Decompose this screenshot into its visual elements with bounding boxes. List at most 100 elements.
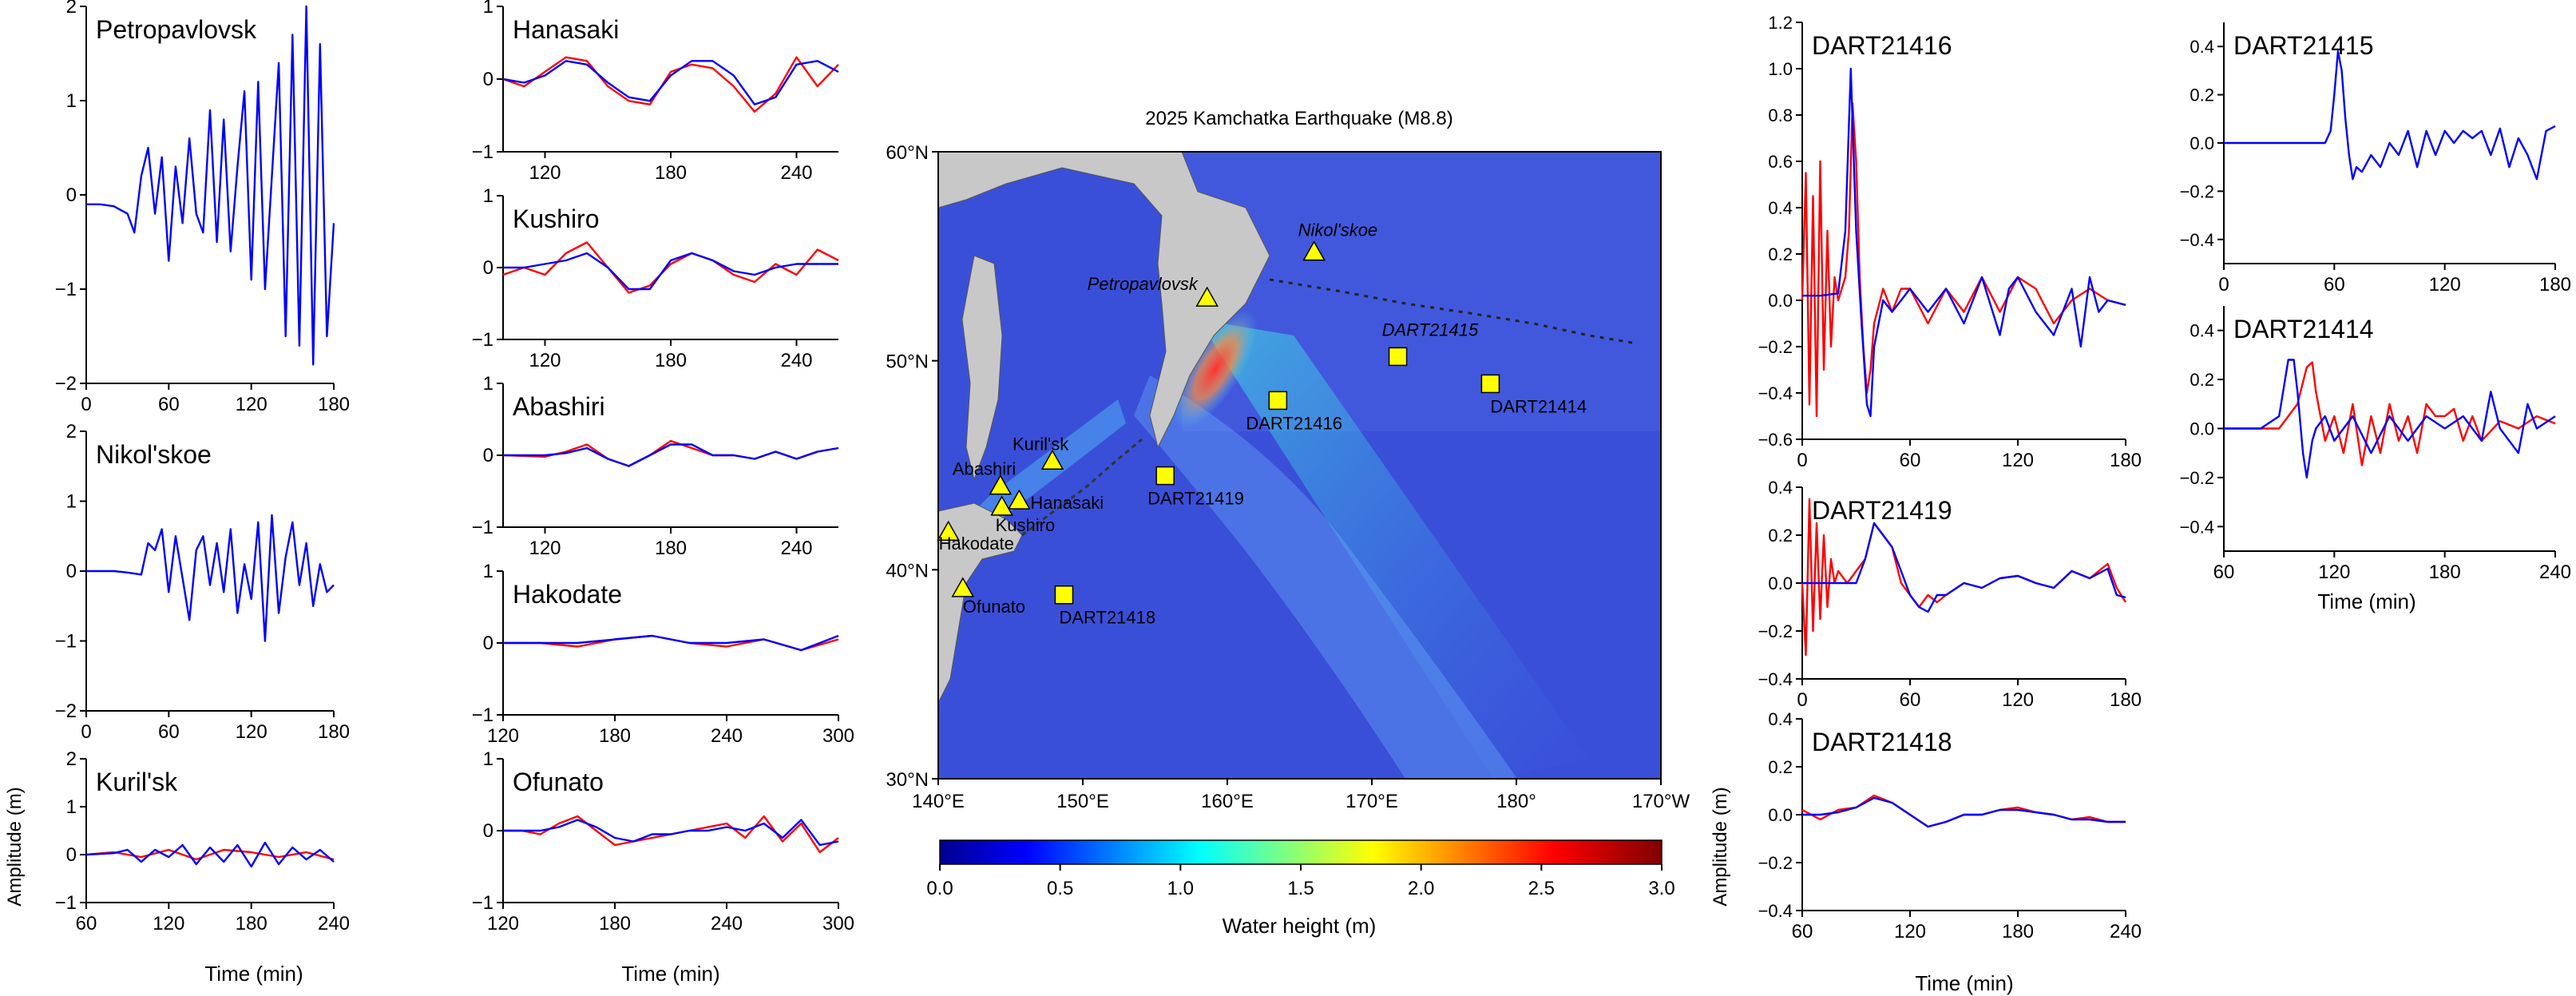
y-tick-label: −0.2 (1758, 337, 1793, 357)
x-tick-label: 120 (153, 913, 184, 934)
observed-series-line (1801, 794, 2126, 828)
colorbar-tick-label: 3.0 (1648, 878, 1674, 899)
map-frame (937, 151, 1662, 780)
x-tick-label: 180 (2002, 921, 2034, 942)
kamchatka-land (938, 152, 1270, 449)
colorbar-tick-label: 0.0 (926, 878, 953, 899)
simulated-series-line (86, 5, 335, 366)
y-tick-label: 1 (483, 0, 493, 18)
tide-gauge-marker (937, 520, 960, 541)
y-tick-label: −1 (472, 141, 493, 163)
observed-series-line (502, 56, 839, 113)
y-tick-label: 0.0 (1768, 573, 1793, 593)
y-tick-label: −0.2 (2180, 181, 2214, 201)
panel-dart21416: −0.6 −0.4 −0.2 0.0 0.2 0.4 0.6 0.8 1.0 1.2 0 60 120 1… (1758, 13, 2142, 471)
x-tick-label: 300 (822, 725, 854, 747)
y-tick-label: 0 (66, 844, 77, 866)
simulated-series-line (503, 634, 839, 652)
station-hanasaki: Hanasaki (1008, 489, 1104, 513)
y-tick-label: 0 (483, 445, 493, 466)
x-tick-label: 180 (599, 913, 631, 934)
station-dart21414: DART21414 (1480, 374, 1587, 416)
y-tick-label: −0.4 (1758, 901, 1793, 921)
panel-dart21418: −0.4 −0.2 0.0 0.2 0.4 60 120 180 240 DART21418 (1758, 709, 2142, 942)
station-kushiro: Kushiro (990, 495, 1056, 535)
x-tick-label: 180 (2110, 450, 2142, 471)
y-tick-label: 1 (483, 561, 493, 582)
map-panel: 2025 Kamchatka Earthquake (M8.8) 30°N 40°… (886, 108, 1690, 938)
y-tick-label: 1.0 (1768, 59, 1793, 79)
tide-gauge-marker (990, 495, 1013, 516)
y-tick-label: −0.2 (1758, 621, 1793, 641)
station-label: Kushiro (996, 515, 1056, 535)
station-dart21416: DART21416 (1246, 391, 1342, 433)
y-tick-label: 2 (66, 0, 77, 18)
y-tick-label: −2 (55, 373, 77, 395)
x-tick-label: 180 (236, 913, 268, 934)
tide-gauge-marker (1040, 449, 1064, 470)
y-tick-label: 0.2 (1768, 244, 1793, 264)
y-tick-label: 0.2 (1768, 526, 1793, 546)
y-tick-label: −1 (472, 704, 493, 726)
aleutian-islands (1269, 278, 1638, 345)
x-tick-label: 120 (487, 913, 519, 934)
y-tick-label: −0.4 (2180, 517, 2214, 537)
y-tick-label: −0.2 (2180, 468, 2214, 488)
station-petropavlovsk: Petropavlovsk (1088, 274, 1219, 307)
x-tick-label: 60 (158, 721, 180, 743)
station-label: Abashiri (953, 459, 1016, 479)
simulated-series-line (502, 60, 839, 105)
observed-series-line (502, 241, 839, 294)
panel-title: DART21419 (1812, 496, 1952, 525)
lat-tick-label: 40°N (886, 560, 929, 581)
station-label: DART21415 (1382, 319, 1479, 339)
y-tick-label: 0.4 (2190, 321, 2214, 341)
y-tick-label: 1 (66, 491, 77, 513)
x-tick-label: 180 (318, 721, 350, 743)
x-tick-label: 120 (2318, 561, 2350, 583)
panel-hakodate: −1 0 1 120 180 240 300 Hakodate (472, 561, 854, 747)
station-abashiri: Abashiri (953, 459, 1016, 495)
simulated-series-line (1802, 522, 2126, 613)
y-tick-label: 1 (483, 373, 493, 395)
panel-title: DART21414 (2233, 315, 2374, 343)
observed-series-line (85, 848, 335, 861)
lon-tick-label: 180° (1496, 791, 1536, 812)
station-kuril-sk: Kuril'sk (1013, 434, 1069, 470)
panel-title: Ofunato (513, 768, 604, 796)
panel-abashiri: −1 0 1 120 180 240 Abashiri (472, 373, 839, 559)
y-tick-label: −0.4 (2180, 230, 2214, 250)
observed-series-line (1801, 102, 2126, 418)
x-tick-label: 180 (2429, 561, 2461, 583)
y-tick-label: −0.4 (1758, 383, 1793, 403)
panel-dart21415: −0.4 −0.2 0.0 0.2 0.4 0 60 120 180 DART21415 (2180, 22, 2571, 296)
x-tick-label: 180 (2110, 689, 2142, 711)
simulated-series-line (2224, 359, 2556, 479)
station-dart21418: DART21418 (1054, 585, 1155, 628)
station-dart21415: DART21415 (1382, 319, 1479, 367)
simulated-series-line (86, 514, 335, 642)
y-tick-label: 0 (483, 257, 493, 279)
panel-dart21419: −0.4 −0.2 0.0 0.2 0.4 0 60 120 180 DART21419 (1758, 478, 2142, 711)
station-label: DART21416 (1246, 413, 1342, 433)
y-tick-label: −1 (55, 279, 77, 300)
simulated-series-line (1802, 67, 2126, 418)
dart-buoy-marker (1054, 585, 1074, 605)
rupture-zone (1173, 309, 1258, 429)
dart-buoy-marker (1480, 374, 1500, 394)
x-tick-label: 180 (655, 350, 687, 371)
x-tick-label: 120 (2002, 689, 2034, 711)
x-axis-label-col4: Time (min) (1915, 971, 2013, 995)
x-tick-label: 180 (2539, 274, 2571, 296)
y-tick-label: 1.2 (1768, 13, 1793, 33)
station-label: DART21419 (1147, 489, 1244, 509)
y-tick-label: 0.8 (1768, 105, 1793, 125)
y-tick-label: 0.2 (1768, 757, 1793, 777)
station-label: Petropavlovsk (1088, 274, 1199, 294)
x-tick-label: 60 (1792, 921, 1813, 942)
x-tick-label: 120 (1894, 921, 1926, 942)
y-tick-label: 0 (66, 185, 77, 206)
x-tick-label: 240 (711, 725, 743, 747)
x-tick-label: 240 (2110, 921, 2142, 942)
